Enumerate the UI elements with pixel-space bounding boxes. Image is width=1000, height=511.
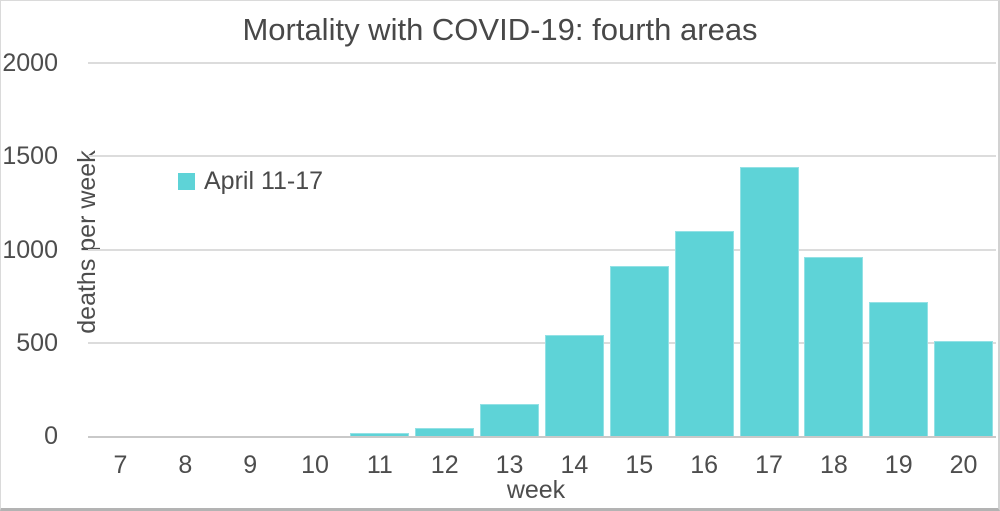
y-tick-1500: 1500 — [2, 142, 58, 171]
x-tick-16: 16 — [690, 451, 719, 479]
x-tick-19: 19 — [884, 451, 913, 479]
y-tick-1000: 1000 — [2, 235, 58, 264]
bar-week-14 — [544, 335, 604, 436]
bar-week-20 — [934, 340, 994, 436]
gridline-500 — [88, 341, 996, 344]
x-tick-13: 13 — [495, 451, 524, 479]
x-tick-9: 9 — [243, 451, 258, 479]
gridline-1500 — [88, 155, 996, 158]
bar-week-15 — [609, 266, 669, 436]
legend: April 11-17 — [178, 168, 323, 194]
x-tick-7: 7 — [113, 451, 128, 479]
chart-title: Mortality with COVID-19: fourth areas — [242, 12, 758, 47]
plot-area — [88, 62, 996, 438]
x-tick-12: 12 — [430, 451, 459, 479]
x-tick-10: 10 — [301, 451, 329, 479]
x-axis-line — [88, 436, 996, 438]
gridline-1000 — [88, 248, 996, 251]
y-tick-0: 0 — [44, 422, 58, 450]
bar-week-19 — [869, 301, 929, 436]
gridline-2000 — [88, 62, 996, 64]
x-tick-17: 17 — [755, 451, 783, 479]
x-tick-20: 20 — [949, 451, 978, 479]
x-tick-14: 14 — [560, 451, 589, 479]
bar-week-11 — [350, 433, 410, 436]
bar-week-12 — [415, 427, 475, 436]
x-tick-18: 18 — [819, 451, 848, 479]
bar-week-16 — [674, 230, 734, 436]
x-tick-11: 11 — [366, 451, 393, 479]
y-tick-500: 500 — [16, 328, 58, 357]
bar-week-13 — [480, 404, 540, 436]
bar-week-18 — [804, 256, 864, 436]
x-axis-title: week — [506, 476, 566, 504]
x-tick-15: 15 — [625, 451, 654, 479]
bar-week-17 — [739, 166, 799, 436]
legend-swatch — [178, 172, 195, 190]
x-tick-8: 8 — [178, 451, 193, 479]
legend-label: April 11-17 — [204, 167, 324, 195]
y-tick-2000: 2000 — [2, 49, 58, 77]
